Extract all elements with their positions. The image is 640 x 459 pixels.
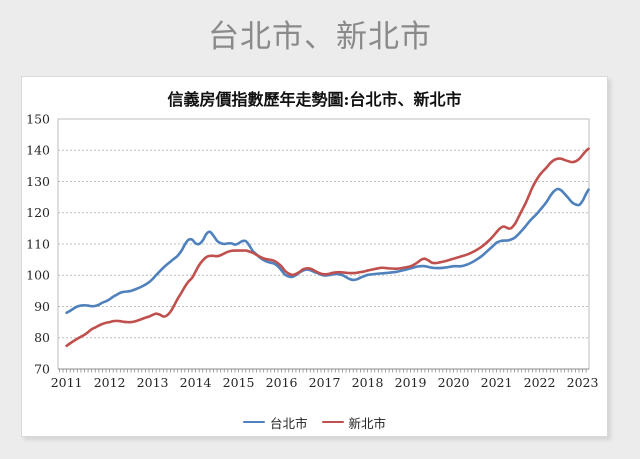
taipei-line-series: [65, 187, 590, 315]
y-tick-label: 130: [26, 174, 50, 189]
x-axis-labels: 2011 2012 2013 2014 2015 2016 2017 2018 2019 2020…: [51, 375, 599, 390]
page-title: 台北市、新北市: [208, 19, 432, 54]
x-tick-label: 2023: [567, 375, 599, 390]
chart-legend: 台北市 新北市: [22, 413, 607, 431]
x-tick-label: 2015: [223, 375, 255, 390]
y-tick-label: 110: [26, 236, 50, 251]
legend-item-new-taipei: 新北市: [321, 413, 387, 432]
legend-label-new-taipei: 新北市: [348, 415, 387, 431]
y-tick-label: 120: [26, 205, 50, 220]
y-tick-label: 140: [26, 143, 50, 158]
chart-card: 信義房價指數歷年走勢圖:台北市、新北市 70 80 90 100 110 120 130 14…: [21, 76, 608, 437]
x-tick-label: 2017: [309, 375, 341, 390]
new-taipei-line-swatch: [321, 420, 344, 424]
x-tick-label: 2013: [137, 375, 169, 390]
new-taipei-line-series: [65, 147, 590, 348]
legend-item-taipei: 台北市: [242, 413, 308, 432]
x-tick-label: 2012: [94, 375, 126, 390]
x-tick-label: 2020: [438, 375, 470, 390]
x-axis-minor-ticks: [59, 369, 587, 373]
gridlines: [58, 149, 589, 339]
y-tick-label: 150: [26, 111, 50, 126]
y-tick-label: 90: [34, 299, 50, 314]
x-tick-label: 2014: [180, 375, 212, 390]
y-axis-labels: 70 80 90 100 110 120 130 140 150: [26, 111, 50, 376]
chart-svg: 70 80 90 100 110 120 130 140 150 2011 2012 2013 2014…: [26, 111, 599, 390]
x-tick-label: 2016: [266, 375, 298, 390]
y-tick-label: 70: [34, 361, 50, 376]
x-tick-label: 2011: [51, 375, 83, 390]
x-tick-label: 2019: [395, 375, 427, 390]
y-tick-label: 80: [34, 330, 50, 345]
y-tick-label: 100: [26, 268, 50, 283]
x-tick-label: 2022: [524, 375, 556, 390]
chart-title: 信義房價指數歷年走勢圖:台北市、新北市: [167, 90, 462, 109]
taipei-line-swatch: [242, 420, 265, 424]
x-tick-label: 2018: [352, 375, 384, 390]
legend-label-taipei: 台北市: [269, 415, 308, 431]
x-tick-label: 2021: [481, 375, 513, 390]
